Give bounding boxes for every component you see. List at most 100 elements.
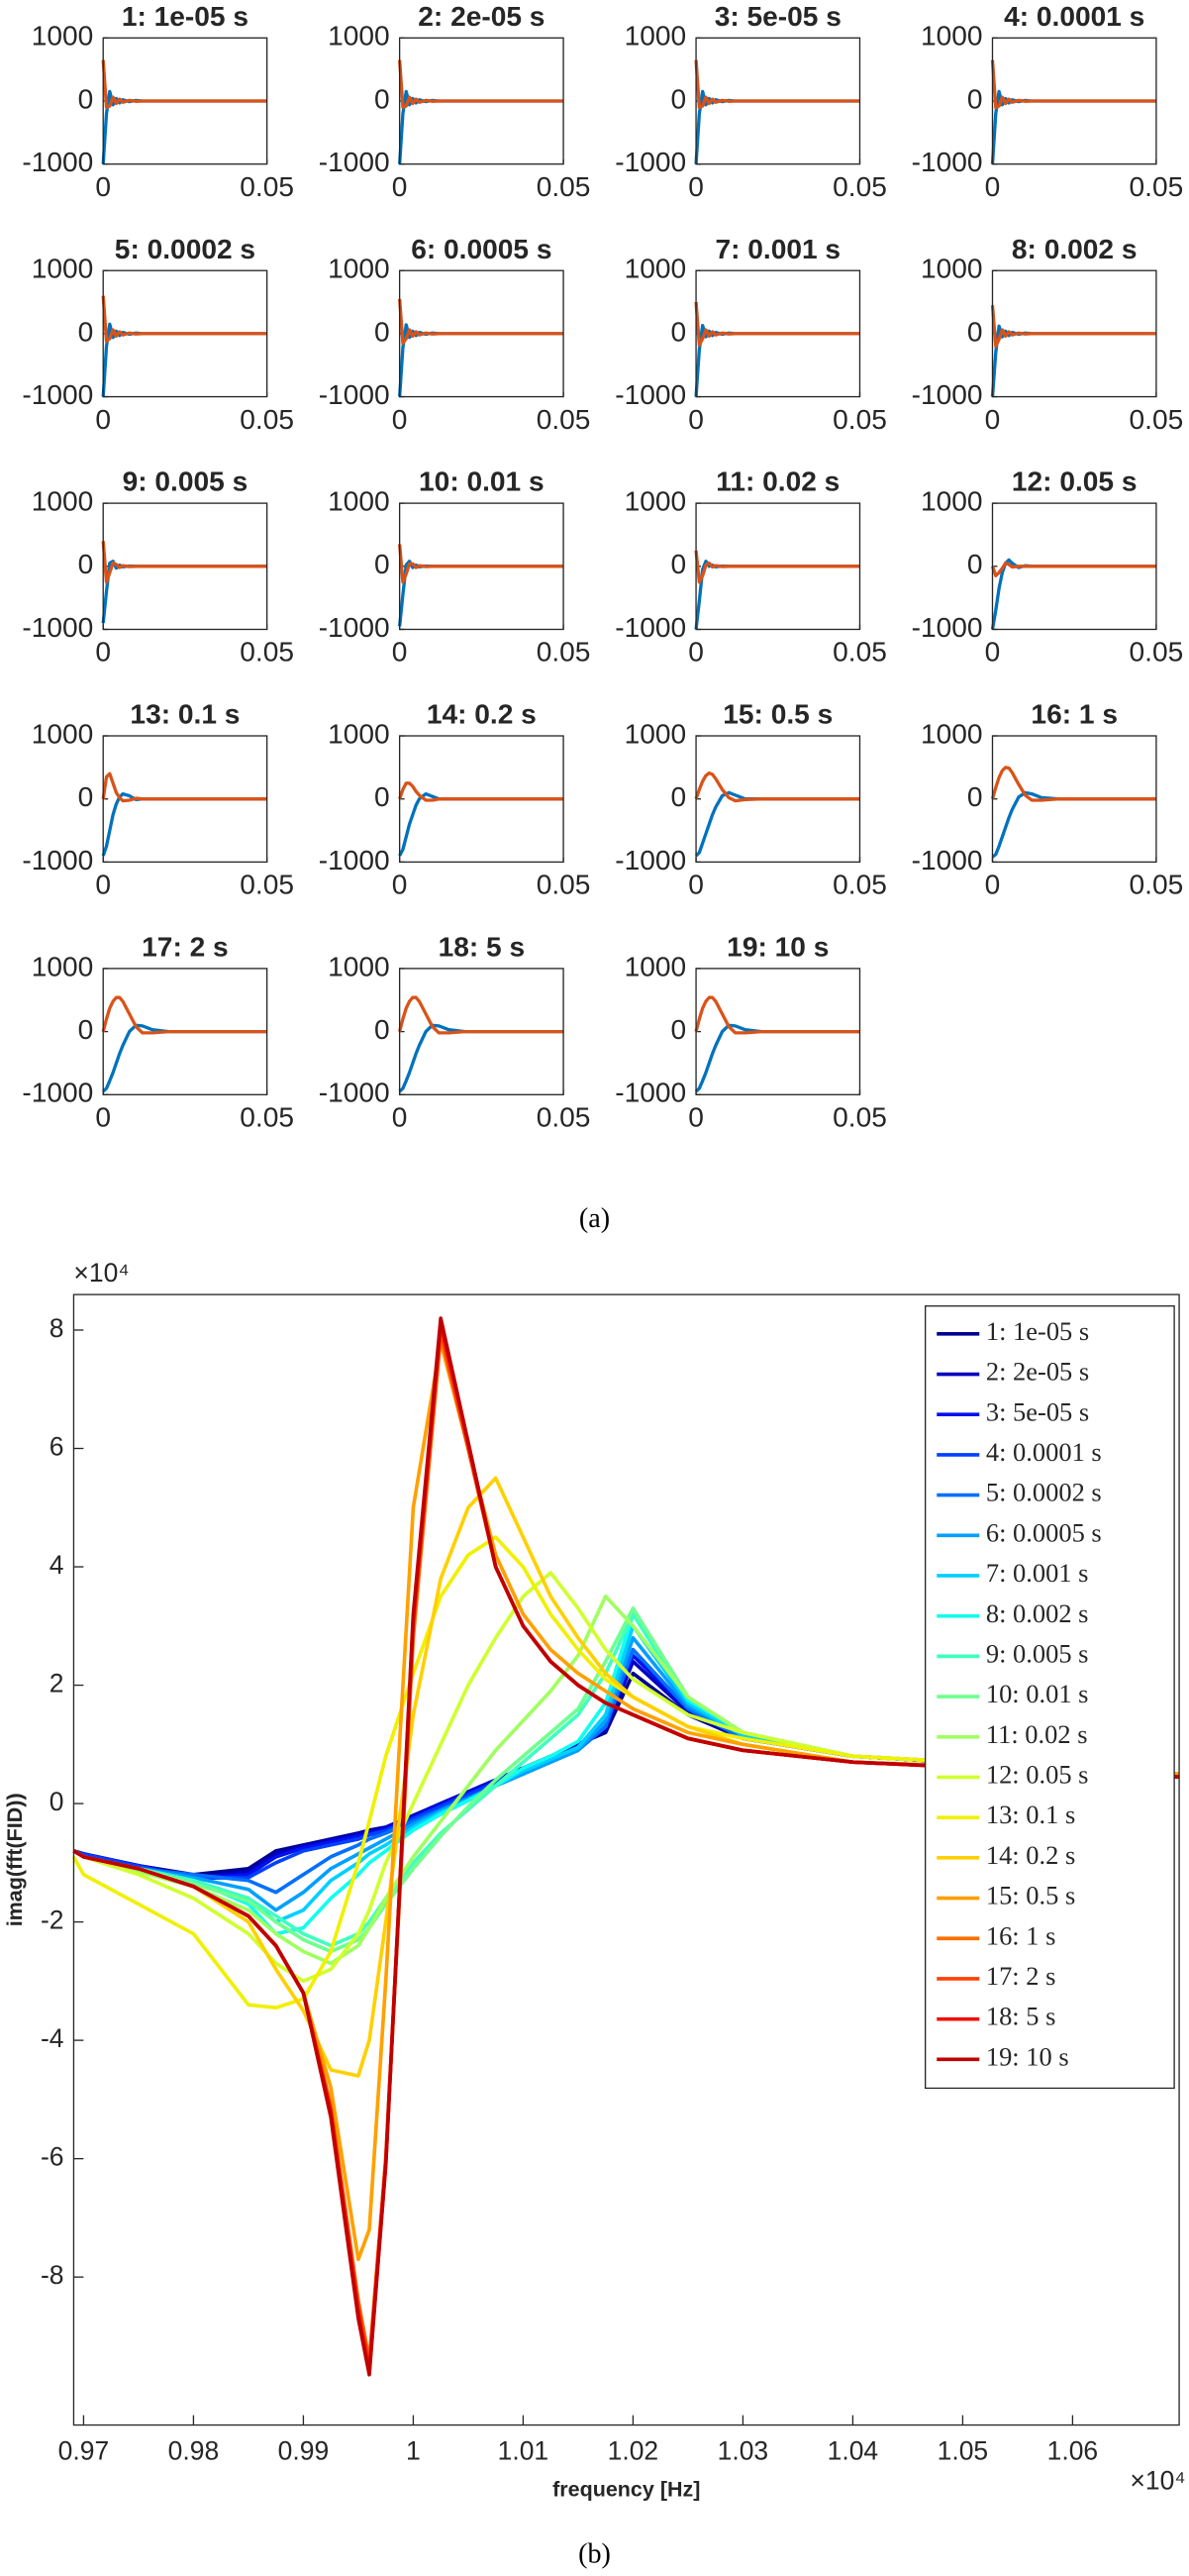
panel-title: 18: 5 s	[439, 931, 526, 962]
y-tick-label: 0	[374, 316, 390, 347]
panel-title: 15: 0.5 s	[723, 699, 833, 730]
y-tick-label: 0	[967, 83, 983, 114]
legend-label: 1: 1e-05 s	[986, 1316, 1089, 1346]
x-tick-label: 0.05	[240, 171, 294, 202]
series-line	[990, 766, 1156, 802]
axes-box	[102, 968, 268, 1095]
x-tick-label: 0	[688, 637, 704, 668]
x-tick-label: 0.99	[278, 2436, 330, 2466]
x-tick-label: 1.01	[498, 2436, 549, 2466]
legend-label: 19: 10 s	[986, 2041, 1069, 2071]
x-tick-label: 1.05	[938, 2436, 988, 2466]
y-tick-label: -1000	[615, 147, 686, 177]
y-tick-label: 1000	[921, 254, 983, 284]
panel-title: 1: 1e-05 s	[122, 1, 248, 32]
x-tick-label: 0.05	[240, 637, 294, 668]
x-tick-label: 0.05	[833, 404, 887, 435]
y-tick-label: 0	[670, 316, 686, 347]
legend-label: 4: 0.0001 s	[986, 1437, 1102, 1467]
axes-box	[991, 735, 1157, 864]
axes-box	[398, 735, 564, 864]
y-tick-label: 1000	[625, 951, 687, 981]
panel-title: 14: 0.2 s	[427, 699, 537, 730]
y-tick-label: -1000	[22, 845, 93, 876]
y-tick-label: -1000	[319, 147, 390, 177]
y-tick-label: 0	[78, 781, 94, 812]
legend-label: 12: 0.05 s	[986, 1760, 1089, 1790]
y-tick-label: 1000	[921, 486, 983, 517]
panel-title: 8: 0.002 s	[1012, 234, 1138, 264]
y-tick-label: -1000	[319, 1078, 390, 1108]
panel-title: 11: 0.02 s	[716, 466, 840, 497]
legend-label: 14: 0.2 s	[986, 1840, 1075, 1870]
series-line	[72, 1606, 1180, 1954]
series-line	[694, 301, 860, 348]
axes-box	[695, 269, 861, 398]
axes-box	[102, 502, 268, 631]
y-tick-label: 6	[50, 1431, 64, 1461]
x-tick-label: 0	[95, 404, 111, 435]
axes-box	[991, 269, 1157, 398]
x-tick-label: 0	[688, 870, 704, 900]
y-tick-label: -1000	[22, 379, 93, 410]
panel-title: 9: 0.005 s	[123, 466, 248, 497]
x-tick-label: 0.05	[537, 1102, 591, 1133]
x-tick-label: 0	[392, 404, 408, 435]
x-tick-label: 0	[95, 637, 111, 668]
series-line	[990, 305, 1156, 349]
y-tick-label: -1000	[22, 1078, 93, 1108]
x-tick-label: 0	[392, 870, 408, 900]
axes-box	[398, 37, 564, 165]
panel-title: 7: 0.001 s	[715, 234, 841, 264]
axes-box	[991, 502, 1157, 631]
series-line	[694, 995, 860, 1035]
y-tick-label: 8	[50, 1313, 64, 1343]
x-tick-label: 0.97	[58, 2436, 110, 2466]
axes-box	[695, 502, 861, 631]
x-tick-label: 1.04	[828, 2436, 878, 2466]
y-tick-label: 1000	[328, 254, 390, 284]
y-tick-label: 1000	[625, 21, 687, 52]
axes-box	[398, 968, 564, 1095]
y-tick-label: -4	[41, 2023, 64, 2053]
legend-label: 11: 0.02 s	[986, 1719, 1088, 1749]
panel-title: 10: 0.01 s	[419, 466, 545, 497]
y-tick-label: 1000	[328, 718, 390, 749]
y-tick-label: 1000	[921, 718, 983, 749]
x-tick-label: 0	[95, 1102, 111, 1133]
y-tick-label: 1000	[625, 254, 687, 284]
series-line	[72, 1595, 1180, 1966]
y-tick-label: 1000	[921, 21, 983, 52]
series-line	[398, 781, 564, 802]
panel-title: 19: 10 s	[727, 931, 829, 962]
y-tick-label: 1000	[32, 21, 94, 52]
series-line	[101, 995, 267, 1035]
legend-label: 13: 0.1 s	[986, 1800, 1075, 1829]
series-line	[72, 1647, 1180, 1895]
legend-label: 7: 0.001 s	[986, 1558, 1089, 1588]
y-tick-label: 0	[670, 549, 686, 579]
x-tick-label: 0	[985, 870, 1001, 900]
series-line	[397, 59, 564, 110]
y-tick-label: 1000	[32, 951, 94, 981]
x-tick-label: 0.05	[1130, 404, 1184, 435]
series-line	[990, 59, 1156, 110]
series-line	[72, 1571, 1180, 1984]
y-tick-label: 1000	[32, 486, 94, 517]
axes-box	[102, 37, 268, 165]
y-tick-label: -8	[41, 2260, 64, 2290]
axes-box	[695, 735, 861, 864]
panel-title: 12: 0.05 s	[1012, 466, 1138, 497]
series-line	[398, 995, 564, 1035]
y-tick-label: -2	[41, 1906, 64, 1935]
x-tick-label: 0	[392, 171, 408, 202]
series-line	[72, 1476, 1180, 2078]
x-tick-label: 1.03	[718, 2436, 769, 2466]
y-tick-label: 2	[50, 1669, 64, 1699]
y-tick-label: -1000	[22, 147, 93, 177]
series-line	[101, 541, 267, 584]
x-tick-label: 0.05	[1130, 637, 1184, 668]
x-tick-label: 0.05	[537, 404, 591, 435]
figure-label: (a)	[579, 1203, 610, 1234]
